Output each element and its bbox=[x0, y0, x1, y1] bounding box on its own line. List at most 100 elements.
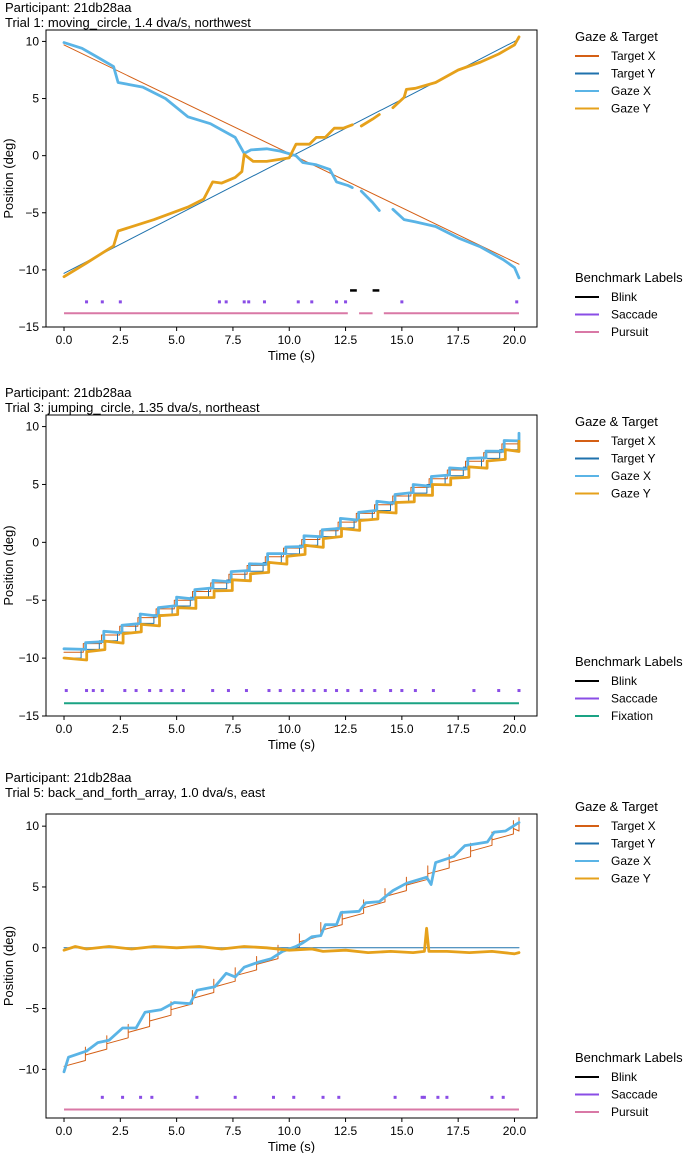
x-tick-label: 15.0 bbox=[390, 333, 414, 347]
saccade-mark bbox=[121, 1095, 125, 1099]
legend-entry: Gaze X bbox=[611, 84, 651, 98]
legend-entry: Target Y bbox=[611, 837, 655, 851]
gaze-y-line bbox=[391, 35, 521, 110]
plot-frame bbox=[45, 414, 538, 717]
saccade-mark bbox=[262, 300, 266, 304]
saccade-mark bbox=[226, 689, 230, 693]
x-axis-label: Time (s) bbox=[268, 348, 315, 363]
y-tick-label: 0 bbox=[32, 535, 39, 549]
participant-label: Participant: 21db28aa bbox=[5, 770, 132, 785]
x-axis-label: Time (s) bbox=[268, 1139, 315, 1153]
legend-entry: Blink bbox=[611, 1070, 638, 1084]
saccade-mark bbox=[312, 689, 316, 693]
y-tick-label: −5 bbox=[25, 206, 39, 220]
legend-entry: Target Y bbox=[611, 67, 655, 81]
y-tick-label: −10 bbox=[19, 263, 40, 277]
x-tick-label: 17.5 bbox=[446, 333, 470, 347]
saccade-mark bbox=[278, 689, 282, 693]
saccade-mark bbox=[393, 1095, 397, 1099]
y-tick-label: −5 bbox=[25, 593, 39, 607]
saccade-mark bbox=[296, 300, 300, 304]
y-axis-label: Position (deg) bbox=[1, 525, 16, 605]
saccade-mark bbox=[242, 300, 246, 304]
saccade-mark bbox=[344, 300, 348, 304]
x-tick-label: 5.0 bbox=[168, 333, 185, 347]
saccade-mark bbox=[123, 689, 127, 693]
y-tick-label: −15 bbox=[19, 709, 40, 723]
x-tick-label: 20.0 bbox=[503, 722, 527, 736]
saccade-mark bbox=[195, 1095, 199, 1099]
y-tick-label: 10 bbox=[26, 34, 40, 48]
saccade-mark bbox=[139, 1095, 143, 1099]
saccade-mark bbox=[100, 300, 104, 304]
legend-entry: Target Y bbox=[611, 452, 655, 466]
saccade-mark bbox=[224, 300, 228, 304]
y-axis-label: Position (deg) bbox=[1, 926, 16, 1006]
y-tick-label: 5 bbox=[32, 880, 39, 894]
saccade-mark bbox=[159, 689, 163, 693]
gaze-legend-title: Gaze & Target bbox=[575, 29, 658, 44]
legend-entry: Pursuit bbox=[611, 325, 649, 339]
saccade-mark bbox=[150, 1095, 154, 1099]
legend-entry: Fixation bbox=[611, 709, 653, 723]
legend-entry: Target X bbox=[611, 49, 656, 63]
y-tick-label: 10 bbox=[26, 819, 40, 833]
y-tick-label: −5 bbox=[25, 1002, 39, 1016]
gaze-x-line bbox=[359, 189, 381, 212]
x-tick-label: 12.5 bbox=[334, 1124, 358, 1138]
x-tick-label: 12.5 bbox=[334, 722, 358, 736]
x-tick-label: 7.5 bbox=[225, 333, 242, 347]
saccade-mark bbox=[211, 689, 215, 693]
saccade-mark bbox=[422, 1095, 426, 1099]
x-tick-label: 17.5 bbox=[446, 1124, 470, 1138]
x-tick-label: 10.0 bbox=[278, 1124, 302, 1138]
saccade-mark bbox=[400, 300, 404, 304]
y-tick-label: −10 bbox=[19, 1062, 40, 1076]
legend-entry: Gaze Y bbox=[611, 872, 651, 886]
saccade-mark bbox=[91, 689, 95, 693]
x-tick-label: 7.5 bbox=[225, 1124, 242, 1138]
saccade-mark bbox=[490, 1095, 494, 1099]
gaze-legend-title: Gaze & Target bbox=[575, 414, 658, 429]
benchmark-legend-title: Benchmark Labels bbox=[575, 1050, 683, 1065]
trial-title: Trial 1: moving_circle, 1.4 dva/s, north… bbox=[5, 15, 251, 30]
legend-entry: Target X bbox=[611, 819, 656, 833]
x-tick-label: 7.5 bbox=[225, 722, 242, 736]
x-tick-label: 12.5 bbox=[334, 333, 358, 347]
x-tick-label: 15.0 bbox=[390, 722, 414, 736]
gaze-x-line bbox=[391, 207, 521, 280]
legend-entry: Gaze Y bbox=[611, 102, 651, 116]
y-tick-label: 0 bbox=[32, 941, 39, 955]
saccade-mark bbox=[359, 689, 363, 693]
saccade-mark bbox=[217, 300, 221, 304]
x-tick-label: 10.0 bbox=[278, 333, 302, 347]
trial-title: Trial 3: jumping_circle, 1.35 dva/s, nor… bbox=[5, 400, 260, 415]
x-axis-label: Time (s) bbox=[268, 737, 315, 752]
saccade-mark bbox=[134, 689, 138, 693]
saccade-mark bbox=[323, 689, 327, 693]
benchmark-legend-title: Benchmark Labels bbox=[575, 270, 683, 285]
legend-entry: Pursuit bbox=[611, 1105, 649, 1119]
x-tick-label: 5.0 bbox=[168, 1124, 185, 1138]
target-x-line bbox=[63, 434, 520, 653]
gaze-y-line bbox=[62, 926, 521, 956]
saccade-mark bbox=[346, 689, 350, 693]
saccade-mark bbox=[310, 300, 314, 304]
y-tick-label: 10 bbox=[26, 420, 40, 434]
saccade-mark bbox=[337, 1095, 341, 1099]
y-tick-label: 0 bbox=[32, 149, 39, 163]
x-tick-label: 15.0 bbox=[390, 1124, 414, 1138]
saccade-mark bbox=[233, 1095, 237, 1099]
participant-label: Participant: 21db28aa bbox=[5, 385, 132, 400]
x-tick-label: 2.5 bbox=[112, 1124, 129, 1138]
saccade-mark bbox=[100, 1095, 104, 1099]
saccade-mark bbox=[244, 689, 248, 693]
y-axis-label: Position (deg) bbox=[1, 138, 16, 218]
saccade-mark bbox=[335, 689, 339, 693]
saccade-mark bbox=[85, 300, 89, 304]
saccade-mark bbox=[301, 689, 305, 693]
saccade-mark bbox=[445, 1095, 449, 1099]
saccade-mark bbox=[292, 1095, 296, 1099]
